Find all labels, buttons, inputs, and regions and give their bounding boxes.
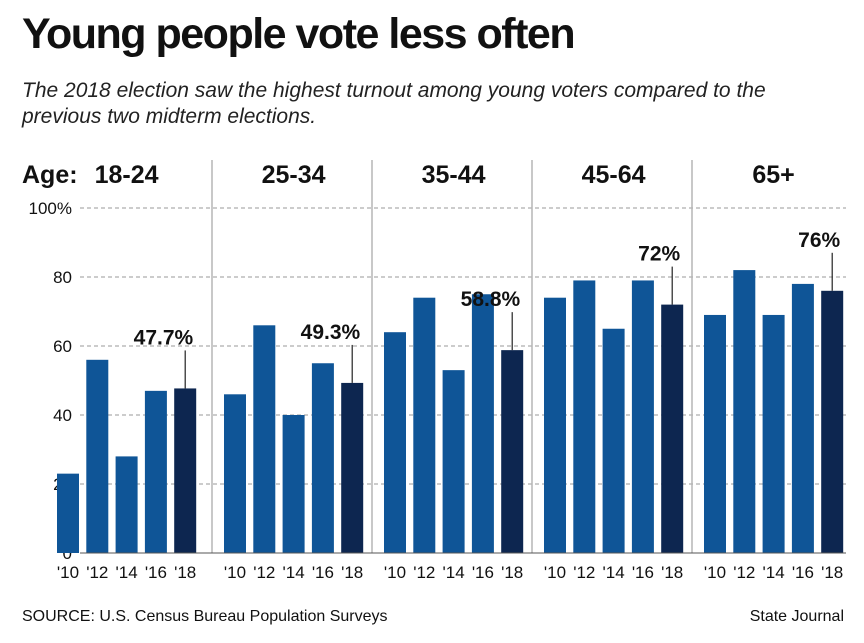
x-tick-label: '10	[544, 563, 566, 582]
bar-45-64-'14	[602, 328, 625, 553]
bar-65+-'12	[733, 270, 756, 553]
age-label: Age:	[22, 161, 78, 189]
x-tick-label: '18	[174, 563, 196, 582]
bar-18-24-'16	[144, 390, 167, 553]
x-tick-label: '16	[632, 563, 654, 582]
data-label-45-64: 72%	[638, 243, 680, 266]
x-tick-label: '10	[704, 563, 726, 582]
bar-65+-'16	[791, 283, 814, 553]
group-label-35-44: 35-44	[422, 161, 486, 189]
bar-25-34-'14	[282, 415, 305, 553]
bar-45-64-'16	[631, 280, 654, 553]
turnout-bar-chart: 020406080100%Age:18-24'10'12'14'16'1847.…	[22, 160, 846, 582]
x-tick-label: '12	[733, 563, 755, 582]
x-tick-label: '12	[413, 563, 435, 582]
x-tick-label: '10	[384, 563, 406, 582]
y-tick-label: 40	[53, 406, 72, 425]
source-note: SOURCE: U.S. Census Bureau Population Su…	[22, 608, 388, 625]
x-tick-label: '18	[501, 563, 523, 582]
group-label-65+: 65+	[752, 161, 794, 189]
data-label-18-24: 47.7%	[134, 326, 194, 349]
x-tick-label: '14	[116, 563, 138, 582]
bar-65+-'18	[821, 290, 844, 553]
bar-35-44-'14	[442, 370, 465, 553]
bar-45-64-'18	[661, 304, 684, 553]
x-tick-label: '10	[224, 563, 246, 582]
publisher-credit: State Journal	[749, 608, 844, 625]
x-tick-label: '16	[472, 563, 494, 582]
bar-25-34-'16	[311, 363, 334, 553]
x-tick-label: '14	[603, 563, 625, 582]
data-label-25-34: 49.3%	[301, 321, 361, 344]
x-tick-label: '18	[661, 563, 683, 582]
data-label-65+: 76%	[798, 229, 840, 252]
bar-35-44-'18	[501, 350, 524, 553]
bar-35-44-'16	[471, 294, 494, 553]
bar-25-34-'18	[341, 382, 364, 553]
bar-25-34-'10	[224, 394, 246, 553]
bar-45-64-'10	[544, 297, 566, 553]
chart-title: Young people vote less often	[22, 10, 576, 58]
x-tick-label: '10	[57, 563, 79, 582]
bar-18-24-'14	[115, 456, 138, 553]
x-tick-label: '14	[443, 563, 465, 582]
bar-65+-'14	[762, 314, 785, 553]
x-tick-label: '18	[821, 563, 843, 582]
x-tick-label: '14	[283, 563, 305, 582]
data-label-35-44: 58.8%	[461, 288, 521, 311]
bar-18-24-'12	[86, 359, 109, 553]
group-label-45-64: 45-64	[582, 161, 646, 189]
x-tick-label: '16	[792, 563, 814, 582]
x-tick-label: '12	[253, 563, 275, 582]
y-tick-label: 100%	[29, 199, 72, 218]
x-tick-label: '16	[145, 563, 167, 582]
y-tick-label: 80	[53, 268, 72, 287]
group-label-18-24: 18-24	[95, 161, 159, 189]
y-tick-label: 60	[53, 337, 72, 356]
chart-subtitle: The 2018 election saw the highest turnou…	[22, 79, 766, 128]
x-tick-label: '18	[341, 563, 363, 582]
y-tick-label: 0	[63, 544, 72, 563]
bar-18-24-'18	[174, 388, 197, 553]
x-tick-label: '16	[312, 563, 334, 582]
bar-18-24-'10	[57, 473, 79, 553]
x-tick-label: '12	[573, 563, 595, 582]
bar-45-64-'12	[573, 280, 596, 553]
x-tick-label: '14	[763, 563, 785, 582]
bar-25-34-'12	[253, 325, 276, 553]
x-tick-label: '12	[86, 563, 108, 582]
bar-35-44-'10	[384, 332, 406, 553]
bar-35-44-'12	[413, 297, 436, 553]
bar-65+-'10	[704, 314, 726, 553]
group-label-25-34: 25-34	[262, 161, 326, 189]
